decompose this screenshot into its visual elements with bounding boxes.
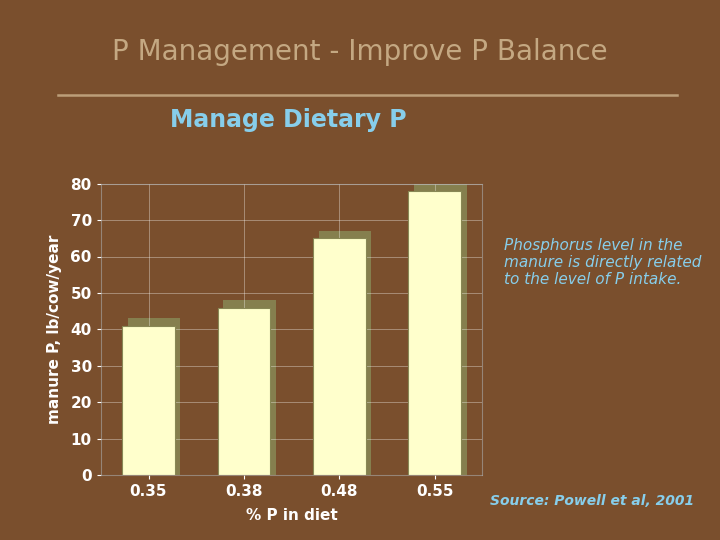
Bar	[128, 319, 181, 475]
X-axis label: % P in diet: % P in diet	[246, 508, 338, 523]
Bar	[313, 238, 366, 475]
Bar	[223, 300, 276, 475]
Bar	[408, 191, 461, 475]
Y-axis label: manure P, lb/cow/year: manure P, lb/cow/year	[47, 235, 62, 424]
Text: Phosphorus level in the
manure is directly related
to the level of P intake.: Phosphorus level in the manure is direct…	[504, 238, 701, 287]
Text: Manage Dietary P: Manage Dietary P	[170, 108, 406, 132]
Bar	[414, 184, 467, 475]
Text: P Management - Improve P Balance: P Management - Improve P Balance	[112, 38, 608, 66]
Text: Source: Powell et al, 2001: Source: Powell et al, 2001	[490, 494, 694, 508]
Bar	[217, 307, 270, 475]
Bar	[319, 231, 372, 475]
Bar	[122, 326, 175, 475]
